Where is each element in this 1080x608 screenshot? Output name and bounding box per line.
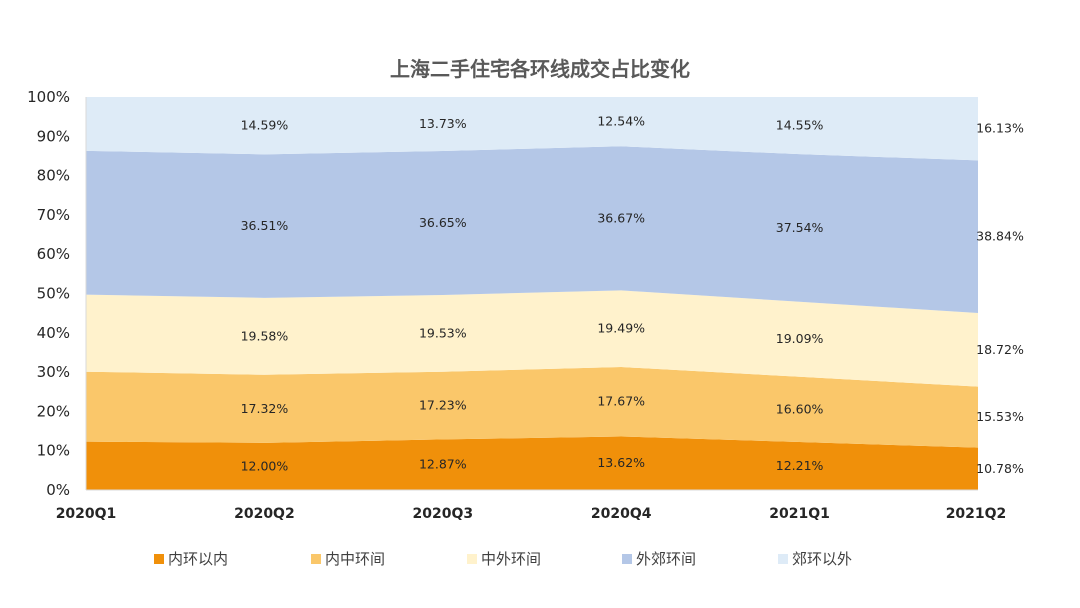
area-中外环间: [86, 290, 978, 387]
legend-label: 外郊环间: [636, 550, 696, 568]
y-tick-label: 60%: [37, 245, 70, 263]
legend-item: 内环以内: [154, 550, 228, 568]
area-郊环以外: [86, 97, 978, 161]
area-layers: [86, 97, 978, 490]
chart-title: 上海二手住宅各环线成交占比变化: [390, 57, 690, 81]
legend: 内环以内 内中环间 中外环间 外郊环间 郊环以外: [154, 550, 852, 568]
data-label: 17.32%: [241, 401, 289, 416]
y-tick-label: 80%: [37, 167, 70, 185]
legend-swatch: [154, 554, 164, 564]
data-label: 36.65%: [419, 215, 467, 230]
area-外郊环间: [86, 146, 978, 314]
y-tick-label: 70%: [37, 206, 70, 224]
data-label: 37.54%: [776, 220, 824, 235]
data-label: 17.67%: [597, 394, 645, 409]
legend-swatch: [467, 554, 477, 564]
x-axis: 2020Q1 2020Q2 2020Q3 2020Q4 2021Q1 2021Q2: [56, 489, 1007, 522]
data-label: 16.13%: [976, 121, 1024, 136]
y-tick-label: 90%: [37, 127, 70, 145]
y-tick-label: 10%: [37, 442, 70, 460]
y-tick-label: 20%: [37, 402, 70, 420]
y-tick-label: 100%: [27, 88, 70, 106]
legend-swatch: [622, 554, 632, 564]
data-label: 19.58%: [241, 328, 289, 343]
y-axis: 0% 10% 20% 30% 40% 50% 60% 70% 80% 90% 100%: [27, 88, 87, 499]
data-label: 36.67%: [597, 210, 645, 225]
legend-label: 内中环间: [325, 550, 385, 568]
legend-label: 内环以内: [168, 550, 228, 568]
legend-item: 内中环间: [311, 550, 385, 568]
legend-item: 郊环以外: [778, 550, 852, 568]
legend-label: 中外环间: [481, 550, 541, 568]
x-tick-label: 2021Q2: [946, 506, 1007, 522]
x-tick-label: 2020Q4: [591, 506, 652, 522]
data-label: 19.09%: [776, 331, 824, 346]
data-label: 10.78%: [976, 461, 1024, 476]
legend-item: 外郊环间: [622, 550, 696, 568]
y-tick-label: 50%: [37, 285, 70, 303]
data-label: 17.23%: [419, 398, 467, 413]
legend-swatch: [778, 554, 788, 564]
data-label: 36.51%: [241, 218, 289, 233]
data-label: 19.53%: [419, 325, 467, 340]
data-label: 13.73%: [419, 116, 467, 131]
data-label: 12.54%: [597, 114, 645, 129]
data-label: 12.21%: [776, 458, 824, 473]
data-label: 14.55%: [776, 118, 824, 133]
legend-label: 郊环以外: [792, 550, 852, 568]
data-label: 38.84%: [976, 229, 1024, 244]
data-label: 12.87%: [419, 457, 467, 472]
x-tick-label: 2020Q1: [56, 506, 117, 522]
x-tick-label: 2020Q2: [234, 506, 295, 522]
x-tick-label: 2020Q3: [412, 506, 473, 522]
area-内中环间: [86, 367, 978, 448]
data-label: 13.62%: [597, 455, 645, 470]
x-tick-label: 2021Q1: [769, 506, 830, 522]
y-tick-label: 40%: [37, 324, 70, 342]
y-tick-label: 30%: [37, 363, 70, 381]
data-label: 19.49%: [597, 321, 645, 336]
data-label: 15.53%: [976, 409, 1024, 424]
data-labels: 12.00% 12.87% 13.62% 12.21% 10.78% 17.32% 17.2…: [241, 114, 1024, 476]
legend-item: 中外环间: [467, 550, 541, 568]
data-label: 16.60%: [776, 401, 824, 416]
data-label: 12.00%: [241, 458, 289, 473]
area-内环以内: [86, 436, 978, 490]
y-tick-label: 0%: [46, 481, 70, 499]
legend-swatch: [311, 554, 321, 564]
data-label: 18.72%: [976, 342, 1024, 357]
data-label: 14.59%: [241, 118, 289, 133]
